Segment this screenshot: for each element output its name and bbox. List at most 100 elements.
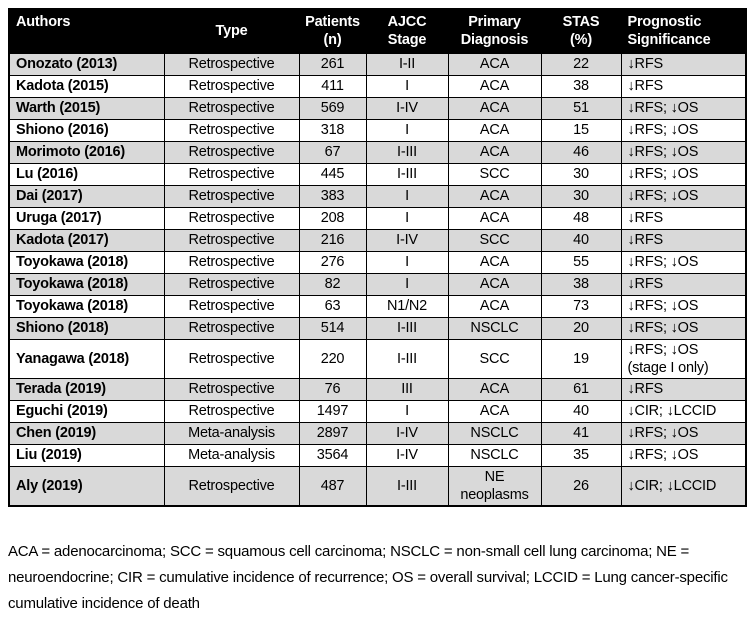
table-header: Authors Type Patients (n) AJCC Stage Primary…	[8, 8, 747, 54]
cell-ajcc-stage: I-III	[365, 338, 449, 379]
cell-type: Retrospective	[163, 52, 300, 76]
cell-stas-percent: 30	[540, 184, 622, 208]
cell-primary-diagnosis: ACA	[447, 377, 542, 401]
cell-primary-diagnosis: SCC	[447, 228, 542, 252]
cell-primary-diagnosis: ACA	[447, 96, 542, 120]
cell-prognostic-significance: ↓RFS; ↓OS	[620, 140, 747, 164]
cell-ajcc-stage: I	[365, 74, 449, 98]
cell-authors: Liu (2019)	[8, 443, 165, 467]
cell-stas-percent: 19	[540, 338, 622, 379]
cell-patients-n: 514	[298, 316, 367, 340]
cell-ajcc-stage: I-III	[365, 162, 449, 186]
cell-ajcc-stage: III	[365, 377, 449, 401]
cell-stas-percent: 41	[540, 421, 622, 445]
cell-type: Meta-analysis	[163, 443, 300, 467]
cell-type: Retrospective	[163, 399, 300, 423]
cell-prognostic-significance: ↓RFS	[620, 206, 747, 230]
cell-type: Retrospective	[163, 96, 300, 120]
cell-prognostic-significance: ↓RFS; ↓OS	[620, 96, 747, 120]
cell-primary-diagnosis: ACA	[447, 294, 542, 318]
column-header-stas-percent: STAS (%)	[540, 8, 622, 54]
cell-prognostic-significance: ↓RFS	[620, 272, 747, 296]
cell-prognostic-significance: ↓RFS	[620, 228, 747, 252]
cell-type: Retrospective	[163, 294, 300, 318]
cell-patients-n: 76	[298, 377, 367, 401]
table-row: Kadota (2017) Retrospective 216 I-IV SCC 40 ↓R…	[8, 228, 747, 252]
cell-primary-diagnosis: ACA	[447, 272, 542, 296]
cell-ajcc-stage: I-IV	[365, 443, 449, 467]
cell-ajcc-stage: I	[365, 250, 449, 274]
cell-patients-n: 220	[298, 338, 367, 379]
cell-primary-diagnosis: SCC	[447, 338, 542, 379]
cell-type: Retrospective	[163, 377, 300, 401]
header-row: Authors Type Patients (n) AJCC Stage Primary…	[8, 8, 747, 54]
cell-primary-diagnosis: ACA	[447, 206, 542, 230]
cell-patients-n: 276	[298, 250, 367, 274]
column-header-ajcc-stage: AJCC Stage	[365, 8, 449, 54]
abbreviations-footnote: ACA = adenocarcinoma; SCC = squamous cel…	[8, 542, 728, 612]
cell-type: Retrospective	[163, 272, 300, 296]
table-row: Dai (2017) Retrospective 383 I ACA 30 ↓RFS; ↓O…	[8, 184, 747, 208]
table-row: Yanagawa (2018) Retrospective 220 I-III SCC 1…	[8, 338, 747, 379]
cell-type: Retrospective	[163, 465, 300, 506]
cell-patients-n: 3564	[298, 443, 367, 467]
cell-stas-percent: 40	[540, 399, 622, 423]
table-row: Toyokawa (2018) Retrospective 63 N1/N2 ACA 73…	[8, 294, 747, 318]
cell-stas-percent: 51	[540, 96, 622, 120]
column-header-patients-n: Patients (n)	[298, 8, 367, 54]
table-row: Chen (2019) Meta-analysis 2897 I-IV NSCLC 41 ↓…	[8, 421, 747, 445]
cell-ajcc-stage: I-III	[365, 316, 449, 340]
cell-primary-diagnosis: NE neoplasms	[447, 465, 542, 506]
cell-primary-diagnosis: ACA	[447, 52, 542, 76]
cell-prognostic-significance: ↓RFS; ↓OS	[620, 250, 747, 274]
cell-authors: Morimoto (2016)	[8, 140, 165, 164]
cell-authors: Toyokawa (2018)	[8, 250, 165, 274]
cell-patients-n: 208	[298, 206, 367, 230]
cell-authors: Lu (2016)	[8, 162, 165, 186]
table-row: Kadota (2015) Retrospective 411 I ACA 38 ↓RFS	[8, 74, 747, 98]
cell-authors: Onozato (2013)	[8, 52, 165, 76]
cell-stas-percent: 35	[540, 443, 622, 467]
cell-primary-diagnosis: ACA	[447, 399, 542, 423]
cell-prognostic-significance: ↓RFS; ↓OS	[620, 421, 747, 445]
cell-primary-diagnosis: ACA	[447, 74, 542, 98]
cell-type: Retrospective	[163, 162, 300, 186]
cell-stas-percent: 40	[540, 228, 622, 252]
table-row: Liu (2019) Meta-analysis 3564 I-IV NSCLC 35 ↓R…	[8, 443, 747, 467]
table-body: Onozato (2013) Retrospective 261 I-II ACA 22 ↓…	[8, 52, 747, 506]
cell-authors: Dai (2017)	[8, 184, 165, 208]
cell-authors: Toyokawa (2018)	[8, 272, 165, 296]
cell-stas-percent: 22	[540, 52, 622, 76]
cell-primary-diagnosis: NSCLC	[447, 421, 542, 445]
table-row: Terada (2019) Retrospective 76 III ACA 61 ↓RFS	[8, 377, 747, 401]
cell-type: Retrospective	[163, 184, 300, 208]
cell-primary-diagnosis: NSCLC	[447, 443, 542, 467]
cell-authors: Uruga (2017)	[8, 206, 165, 230]
cell-patients-n: 1497	[298, 399, 367, 423]
table-row: Eguchi (2019) Retrospective 1497 I ACA 40 ↓CIR…	[8, 399, 747, 423]
cell-authors: Terada (2019)	[8, 377, 165, 401]
cell-ajcc-stage: I-IV	[365, 228, 449, 252]
cell-stas-percent: 46	[540, 140, 622, 164]
table-row: Onozato (2013) Retrospective 261 I-II ACA 22 ↓…	[8, 52, 747, 76]
cell-authors: Kadota (2017)	[8, 228, 165, 252]
cell-stas-percent: 48	[540, 206, 622, 230]
column-header-primary-diagnosis: Primary Diagnosis	[447, 8, 542, 54]
cell-patients-n: 67	[298, 140, 367, 164]
cell-primary-diagnosis: ACA	[447, 118, 542, 142]
cell-type: Retrospective	[163, 316, 300, 340]
column-header-authors: Authors	[8, 8, 165, 54]
cell-prognostic-significance: ↓CIR; ↓LCCID	[620, 399, 747, 423]
cell-type: Meta-analysis	[163, 421, 300, 445]
table-row: Toyokawa (2018) Retrospective 276 I ACA 55 ↓RF…	[8, 250, 747, 274]
cell-prognostic-significance: ↓RFS	[620, 52, 747, 76]
cell-type: Retrospective	[163, 140, 300, 164]
cell-ajcc-stage: I-IV	[365, 421, 449, 445]
cell-patients-n: 63	[298, 294, 367, 318]
cell-primary-diagnosis: ACA	[447, 184, 542, 208]
cell-patients-n: 82	[298, 272, 367, 296]
cell-patients-n: 261	[298, 52, 367, 76]
table-row: Aly (2019) Retrospective 487 I-III NE neopla…	[8, 465, 747, 506]
cell-type: Retrospective	[163, 228, 300, 252]
cell-ajcc-stage: I-IV	[365, 96, 449, 120]
